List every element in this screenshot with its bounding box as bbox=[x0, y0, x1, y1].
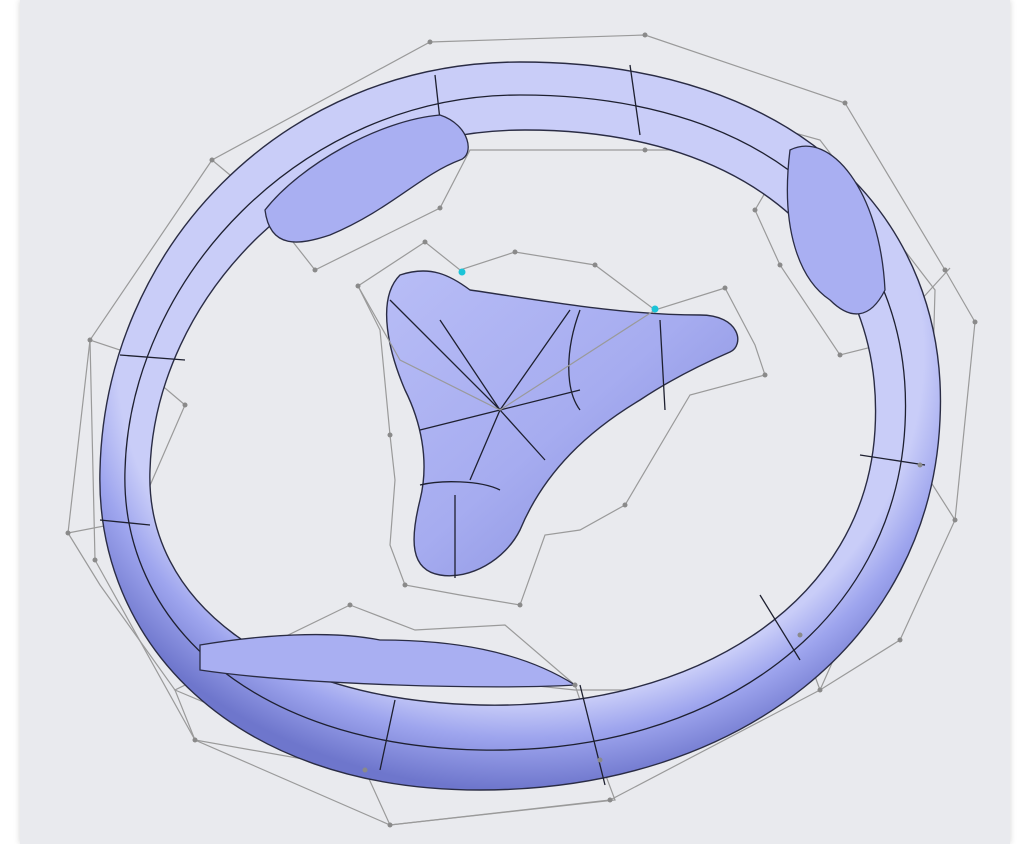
selected-point bbox=[651, 305, 659, 313]
hub bbox=[385, 270, 739, 577]
ring-seam bbox=[99, 64, 926, 786]
grip bbox=[264, 114, 469, 243]
cage-vertices bbox=[65, 32, 978, 828]
grip bbox=[786, 145, 886, 315]
control-cage bbox=[357, 285, 656, 411]
grip bbox=[199, 633, 578, 688]
selected-point bbox=[458, 268, 466, 276]
